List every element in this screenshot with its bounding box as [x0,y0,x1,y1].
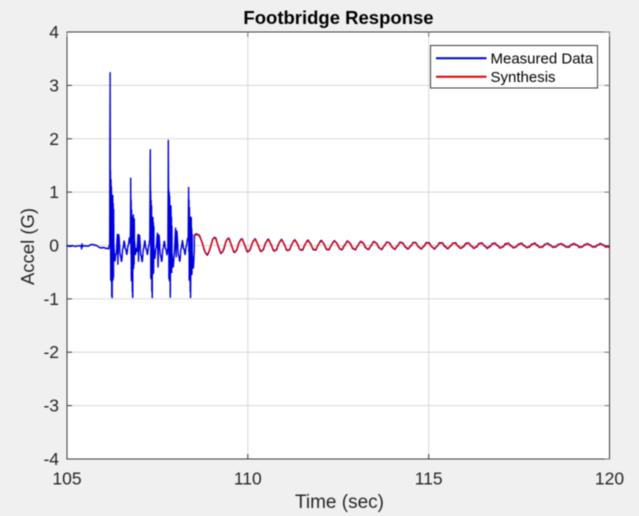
svg-text:-1: -1 [43,289,59,309]
svg-text:Accel (G): Accel (G) [17,208,38,285]
svg-text:Time (sec): Time (sec) [295,492,384,513]
svg-text:105: 105 [52,469,81,489]
svg-text:0: 0 [49,236,59,256]
svg-text:3: 3 [49,75,59,95]
svg-text:-4: -4 [43,449,59,469]
svg-text:-2: -2 [43,342,59,362]
svg-text:-3: -3 [43,396,59,416]
svg-text:110: 110 [234,469,262,489]
svg-text:Synthesis: Synthesis [491,69,556,86]
svg-text:Measured Data: Measured Data [491,50,594,67]
svg-text:2: 2 [49,129,59,149]
svg-text:4: 4 [49,22,59,42]
svg-text:120: 120 [595,469,624,489]
svg-text:Footbridge Response: Footbridge Response [243,7,433,28]
svg-text:1: 1 [49,182,59,202]
svg-text:115: 115 [415,469,443,489]
